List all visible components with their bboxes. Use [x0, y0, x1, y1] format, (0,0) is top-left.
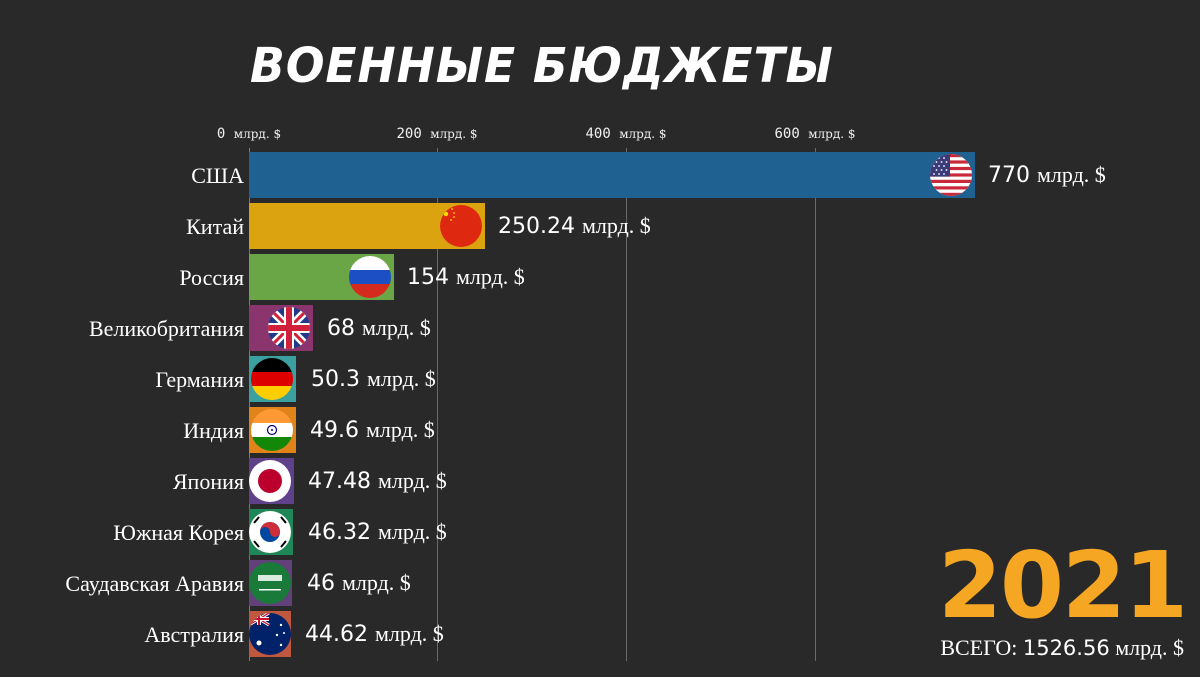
bar-row-china: Китай 250.24 млрд. $	[0, 203, 1200, 251]
gridline-600	[815, 148, 816, 661]
gridline-200	[437, 148, 438, 661]
value-label: 46 млрд. $	[307, 570, 411, 596]
bar-row-south-korea: Южная Корея 46.32 млрд. $	[0, 509, 1200, 557]
x-tick-200: 200 млрд. $	[396, 126, 478, 142]
value-label: 50.3 млрд. $	[311, 366, 436, 392]
x-tick-0: 0 млрд. $	[216, 126, 282, 142]
x-tick-600: 600 млрд. $	[774, 126, 856, 142]
value-label: 154 млрд. $	[407, 264, 525, 290]
bar-row-germany: Германия 50.3 млрд. $	[0, 356, 1200, 404]
jp-flag-icon	[249, 460, 291, 502]
country-label: Саудавская Аравия	[65, 571, 244, 596]
sa-flag-icon	[249, 562, 291, 604]
country-label: Япония	[172, 469, 244, 494]
country-label: Германия	[155, 367, 244, 392]
bar-row-japan: Япония 47.48 млрд. $	[0, 458, 1200, 506]
country-label: США	[191, 163, 244, 188]
bar-row-usa: США 770 млрд. $	[0, 152, 1200, 200]
value-label: 770 млрд. $	[988, 162, 1106, 188]
kr-flag-icon	[249, 511, 291, 553]
value-label: 47.48 млрд. $	[308, 468, 447, 494]
country-label: Россия	[179, 265, 244, 290]
bar-row-india: Индия 49.6 млрд. $	[0, 407, 1200, 455]
value-label: 250.24 млрд. $	[498, 213, 651, 239]
us-flag-icon	[930, 154, 972, 196]
country-label: Австралия	[144, 622, 244, 647]
gridline-400	[626, 148, 627, 661]
country-label: Индия	[183, 418, 244, 443]
in-flag-icon	[251, 409, 293, 451]
value-label: 44.62 млрд. $	[305, 621, 444, 647]
bar-row-russia: Россия 154 млрд. $	[0, 254, 1200, 302]
bar	[249, 152, 975, 198]
x-tick-400: 400 млрд. $	[585, 126, 667, 142]
gb-flag-icon	[268, 307, 310, 349]
gridline-0	[249, 148, 250, 661]
chart-title: ВОЕННЫЕ БЮДЖЕТЫ	[250, 38, 834, 94]
value-label: 46.32 млрд. $	[308, 519, 447, 545]
country-label: Китай	[186, 214, 244, 239]
ru-flag-icon	[349, 256, 391, 298]
country-label: Великобритания	[88, 316, 244, 341]
country-label: Южная Корея	[113, 520, 244, 545]
de-flag-icon	[251, 358, 293, 400]
value-label: 68 млрд. $	[327, 315, 431, 341]
year-label: 2021	[937, 532, 1188, 639]
cn-flag-icon	[440, 205, 482, 247]
value-label: 49.6 млрд. $	[310, 417, 435, 443]
bar-row-saudi-arabia: Саудавская Аравия 46 млрд. $	[0, 560, 1200, 608]
bar-row-australia: Австралия 44.62 млрд. $	[0, 611, 1200, 659]
bar-row-uk: Великобритания 68 млрд. $	[0, 305, 1200, 353]
au-flag-icon	[249, 613, 291, 655]
total-label: ВСЕГО: 1526.56 млрд. $	[940, 635, 1184, 660]
